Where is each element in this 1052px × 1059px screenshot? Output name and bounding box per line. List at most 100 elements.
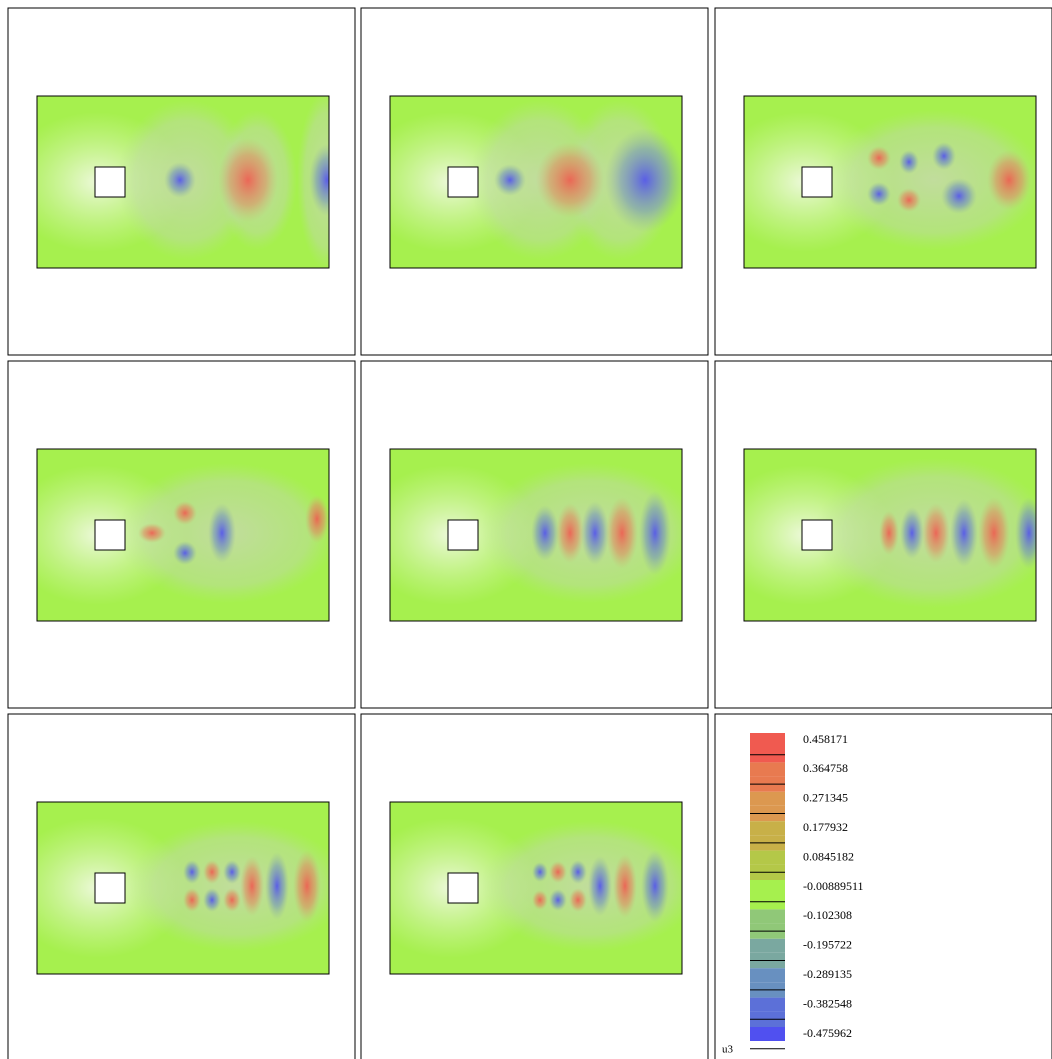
legend-label: -0.195722 <box>803 938 852 952</box>
field-plot <box>37 802 329 974</box>
field-blob <box>899 150 919 174</box>
field-blob <box>240 856 264 916</box>
field-blob <box>223 860 241 884</box>
field-blob <box>309 144 329 216</box>
panel-frame <box>360 360 709 709</box>
field-border <box>36 801 330 975</box>
field-blob <box>613 854 637 918</box>
panel-frame <box>714 7 1052 356</box>
legend-label: -0.382548 <box>803 996 852 1010</box>
field-blob <box>532 862 548 882</box>
field-plot <box>390 96 682 268</box>
field-blob <box>203 860 221 884</box>
field-blob <box>588 856 612 916</box>
field-blob <box>183 860 201 884</box>
field-border <box>389 801 683 975</box>
field-blob <box>606 497 638 569</box>
panels <box>7 7 1052 1059</box>
panel-frame <box>714 713 1052 1059</box>
obstacle <box>94 166 126 198</box>
field-blob <box>536 142 604 218</box>
field-plot <box>390 449 682 621</box>
field-blob <box>531 505 559 561</box>
field-blob <box>641 850 669 922</box>
field-blob <box>950 499 978 567</box>
field-blob <box>164 162 196 198</box>
legend: 0.458171 0.364758 0.271345 0.177932 0.084518… <box>750 732 864 1050</box>
field-blob <box>203 888 221 912</box>
legend-label: 0.364758 <box>803 761 848 775</box>
legend-label: -0.102308 <box>803 908 852 922</box>
field-border <box>389 95 683 269</box>
legend-label: 0.458171 <box>803 732 848 746</box>
legend-swatch <box>750 968 785 983</box>
field-blob <box>922 503 950 563</box>
legend-swatch <box>750 791 785 806</box>
field-blob <box>867 182 891 206</box>
field-blob <box>932 142 956 170</box>
legend-swatch <box>750 938 785 953</box>
field-border <box>743 95 1037 269</box>
field-plot <box>744 449 1036 621</box>
panel-frame <box>7 713 356 1059</box>
legend-swatch <box>750 821 785 836</box>
legend-label: 0.271345 <box>803 791 848 805</box>
field-blob <box>879 511 899 555</box>
field-blob <box>173 541 197 565</box>
field-blob <box>569 888 587 912</box>
field-blob <box>639 491 671 575</box>
obstacle <box>447 166 479 198</box>
field-border <box>36 95 330 269</box>
field-blob <box>549 889 567 911</box>
field-blob <box>305 495 329 543</box>
legend-swatch <box>750 1027 785 1041</box>
field-blob <box>293 850 321 922</box>
legend-label: -0.475962 <box>803 1026 852 1040</box>
field-blob <box>183 888 201 912</box>
obstacle <box>801 166 833 198</box>
field-plot <box>744 96 1036 268</box>
panel-frame <box>360 713 709 1059</box>
field-blob <box>494 164 526 196</box>
field-blob <box>265 852 289 920</box>
legend-swatch <box>750 997 785 1012</box>
field-blob <box>605 128 682 232</box>
field-blob <box>978 497 1010 569</box>
obstacle <box>447 872 479 904</box>
field-border <box>36 448 330 622</box>
legend-label: -0.289135 <box>803 967 852 981</box>
obstacle <box>801 519 833 551</box>
field-blob <box>941 178 977 214</box>
panel-frame <box>360 7 709 356</box>
field-blob <box>480 821 682 951</box>
field-blob <box>897 188 921 212</box>
legend-label: 0.0845182 <box>803 849 854 863</box>
panel-frame <box>7 7 356 356</box>
variable-label: u3 <box>722 1044 734 1056</box>
legend-swatch <box>750 880 785 894</box>
legend-swatch <box>750 733 785 747</box>
legend-label: 0.177932 <box>803 820 848 834</box>
panel-frame <box>714 360 1052 709</box>
field-blob <box>569 860 587 884</box>
field-blob <box>987 150 1031 210</box>
legend-swatch <box>750 909 785 924</box>
field-blob <box>218 138 278 222</box>
field-blob <box>581 501 609 565</box>
field-blob <box>824 110 1036 250</box>
obstacle <box>447 519 479 551</box>
field-blob <box>173 501 197 525</box>
obstacle <box>94 519 126 551</box>
field-plot <box>390 802 682 974</box>
field-plot <box>37 96 329 268</box>
panel-frame <box>7 360 356 709</box>
field-blob <box>867 146 891 170</box>
field-plot <box>37 449 329 621</box>
field-blob <box>138 523 166 543</box>
field-blob <box>549 861 567 883</box>
field-border <box>743 448 1037 622</box>
field-blob <box>223 888 241 912</box>
field-blob <box>900 507 924 559</box>
field-blob <box>1015 497 1036 569</box>
